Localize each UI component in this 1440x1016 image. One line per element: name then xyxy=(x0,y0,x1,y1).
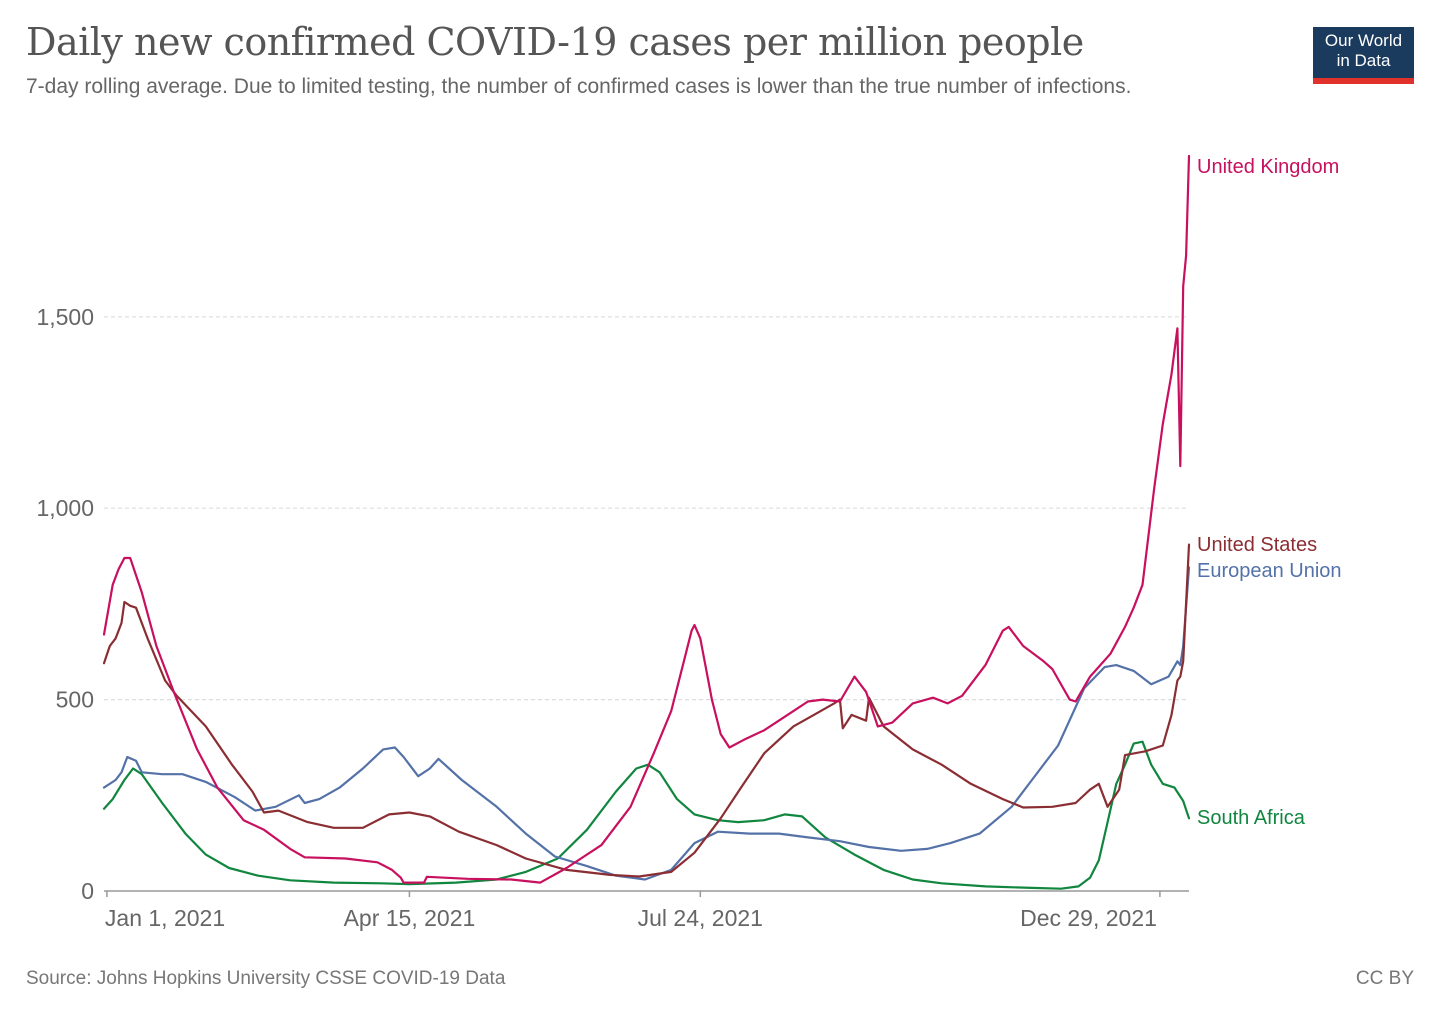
x-tick-label: Dec 29, 2021 xyxy=(1020,905,1157,931)
series-label-united-kingdom: United Kingdom xyxy=(1197,156,1339,178)
gridlines: 0 500 1,000 1,500 xyxy=(36,304,1189,904)
x-tick-label: Jan 1, 2021 xyxy=(105,905,225,931)
series-label-united-states: United States xyxy=(1197,534,1317,556)
series-line-united-kingdom xyxy=(102,154,1191,884)
series-line-south-africa xyxy=(102,740,1191,890)
y-tick-label: 1,500 xyxy=(36,304,94,330)
series-label-south-africa: South Africa xyxy=(1197,807,1306,829)
y-tick-label: 500 xyxy=(56,687,94,713)
chart-title: Daily new confirmed COVID-19 cases per m… xyxy=(26,20,1084,64)
logo-line-1: Our World xyxy=(1324,31,1403,50)
series-label-european-union: European Union xyxy=(1197,560,1342,582)
chart-subtitle: 7-day rolling average. Due to limited te… xyxy=(26,75,1132,98)
license-note[interactable]: CC BY xyxy=(1355,968,1414,989)
series-lines xyxy=(102,154,1191,890)
x-tick-label: Jul 24, 2021 xyxy=(638,905,763,931)
x-axis: Jan 1, 2021 Apr 15, 2021 Jul 24, 2021 Dec 2… xyxy=(104,890,1189,931)
x-tick-label: Apr 15, 2021 xyxy=(344,905,476,931)
logo-line-2: in Data xyxy=(1336,51,1391,70)
series-line-united-states xyxy=(102,543,1191,878)
y-tick-label: 0 xyxy=(81,878,94,904)
source-note[interactable]: Source: Johns Hopkins University CSSE CO… xyxy=(26,968,506,989)
owid-logo[interactable]: Our World in Data xyxy=(1313,27,1414,84)
y-tick-label: 1,000 xyxy=(36,495,94,521)
series-labels: United Kingdom United States European Unio… xyxy=(1197,156,1342,829)
